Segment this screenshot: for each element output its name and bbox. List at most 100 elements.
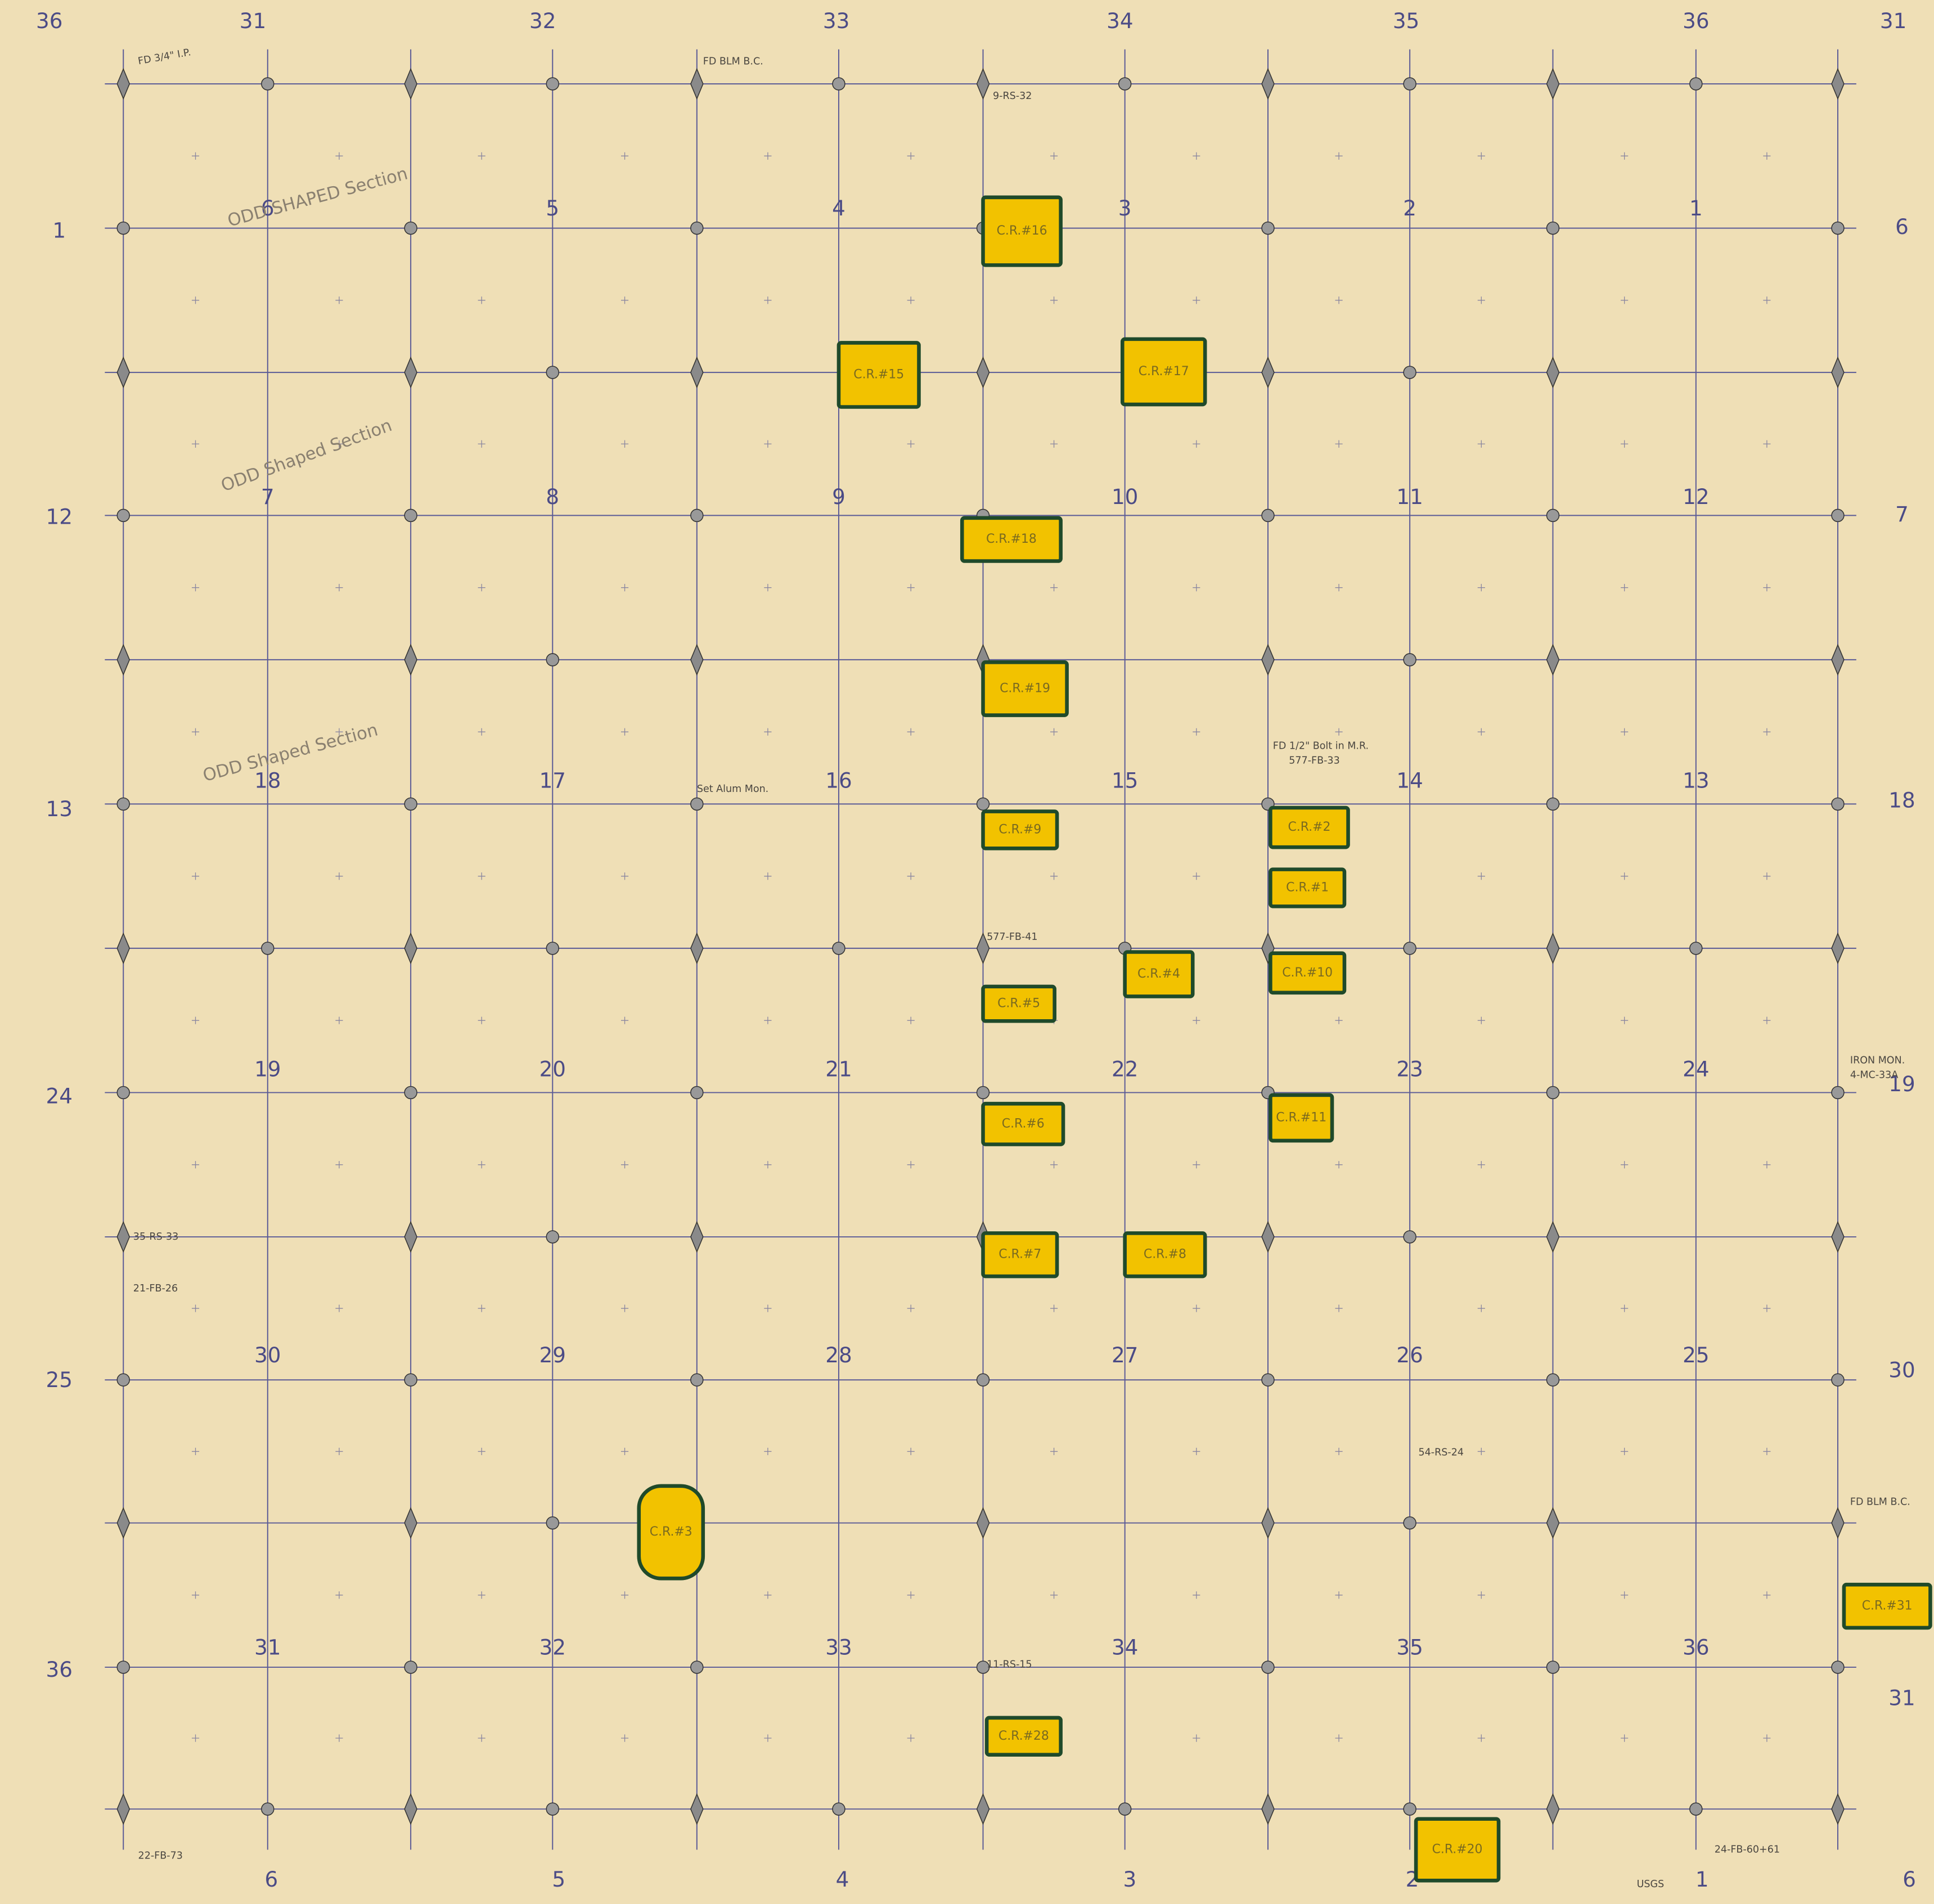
cross: [1477, 1016, 1485, 1024]
edge-label: 19: [1888, 1072, 1915, 1096]
corner-record-label: C.R.#6: [1002, 1117, 1045, 1131]
cross: [620, 1304, 629, 1312]
monuments: [116, 67, 1845, 1825]
monument: [1546, 1793, 1560, 1825]
monument: [261, 1802, 275, 1816]
monument: [1261, 643, 1275, 676]
edge-label: 13: [46, 796, 73, 821]
cross: [1621, 1016, 1629, 1024]
cross: [764, 1734, 772, 1742]
monument: [546, 1516, 560, 1530]
cross: [335, 1161, 343, 1169]
monument: [404, 932, 417, 965]
edge-label: 24: [46, 1084, 73, 1109]
corner-record-box: [981, 984, 1056, 1023]
monument: [832, 77, 845, 91]
corner-record-label: C.R.#28: [999, 1729, 1049, 1743]
monument: [1261, 508, 1275, 523]
monument: [690, 508, 704, 523]
section-number: 33: [825, 1635, 852, 1660]
section-number: 12: [1683, 484, 1709, 509]
cross: [335, 1591, 343, 1599]
cross: [478, 296, 485, 304]
monument: [1546, 67, 1560, 100]
monument: [404, 67, 417, 100]
monument: [116, 221, 130, 235]
corner-record-label: C.R.#3: [650, 1525, 692, 1539]
section-number: 11: [1396, 484, 1423, 509]
cross: [478, 1591, 485, 1599]
monument: [1261, 1793, 1275, 1825]
cross: [1050, 440, 1058, 448]
cross: [1621, 584, 1629, 592]
corner-record-label: C.R.#10: [1282, 966, 1333, 980]
cross: [620, 1734, 629, 1742]
cross: [1477, 728, 1485, 736]
monument: [116, 1660, 130, 1674]
cross: [335, 440, 343, 448]
corner-record-box: [981, 809, 1059, 850]
monument: [404, 1660, 417, 1674]
monument: [261, 942, 275, 955]
edge-label: 33: [823, 8, 849, 33]
cross: [764, 296, 772, 304]
cross: [1193, 584, 1200, 592]
edge-label: 3: [1123, 1867, 1137, 1892]
corner-record-box: [836, 341, 921, 409]
cross: [478, 1734, 485, 1742]
handwritten-note: 21-FB-26: [133, 1283, 178, 1294]
monument: [546, 77, 560, 91]
monument: [690, 932, 704, 965]
cross: [1477, 872, 1485, 880]
monument: [690, 1221, 704, 1253]
edge-label: 31: [1888, 1686, 1915, 1711]
corner-record-label: C.R.#8: [1144, 1248, 1186, 1262]
section-number: 19: [254, 1056, 281, 1081]
cross: [191, 584, 200, 592]
monument: [116, 508, 130, 523]
monument: [1403, 942, 1416, 955]
corner-record-label: C.R.#11: [1276, 1110, 1326, 1124]
cross: [907, 728, 915, 736]
cross: [335, 872, 343, 880]
handwritten-note: 35-RS-33: [133, 1231, 179, 1243]
edge-label: 1: [52, 218, 66, 243]
cross: [478, 1161, 485, 1169]
cross: [191, 728, 200, 736]
cross: [478, 584, 485, 592]
monument: [1546, 797, 1560, 811]
cross: [1621, 1304, 1629, 1312]
handwritten-note: 22-FB-73: [138, 1850, 183, 1861]
monument: [1831, 221, 1845, 235]
cross: [1193, 296, 1200, 304]
cross: [907, 296, 915, 304]
monument: [1831, 1793, 1845, 1825]
cross: [1050, 872, 1058, 880]
monument: [690, 1086, 704, 1100]
corner-record-label: C.R.#15: [853, 367, 904, 381]
monument: [1546, 508, 1560, 523]
cross: [335, 1734, 343, 1742]
cross: [907, 1161, 915, 1169]
cross: [478, 440, 485, 448]
edge-label: 7: [1895, 502, 1909, 526]
corner-record-box: [981, 1101, 1065, 1146]
cross: [1621, 296, 1629, 304]
cross: [1763, 1161, 1771, 1169]
edge-label: 5: [552, 1867, 565, 1892]
handwritten-note: 577-FB-33: [1289, 755, 1339, 767]
monument: [404, 356, 417, 389]
corner-record-box: [981, 1231, 1059, 1279]
edge-label: 36: [1683, 8, 1709, 33]
corner-record-label: C.R.#9: [999, 822, 1041, 836]
monument: [1261, 221, 1275, 235]
cross: [335, 584, 343, 592]
monument: [976, 932, 990, 965]
section-number: 3: [1118, 196, 1132, 220]
monument: [1831, 797, 1845, 811]
cross: [1477, 584, 1485, 592]
monument: [690, 1373, 704, 1387]
cross: [764, 872, 772, 880]
cross: [620, 296, 629, 304]
